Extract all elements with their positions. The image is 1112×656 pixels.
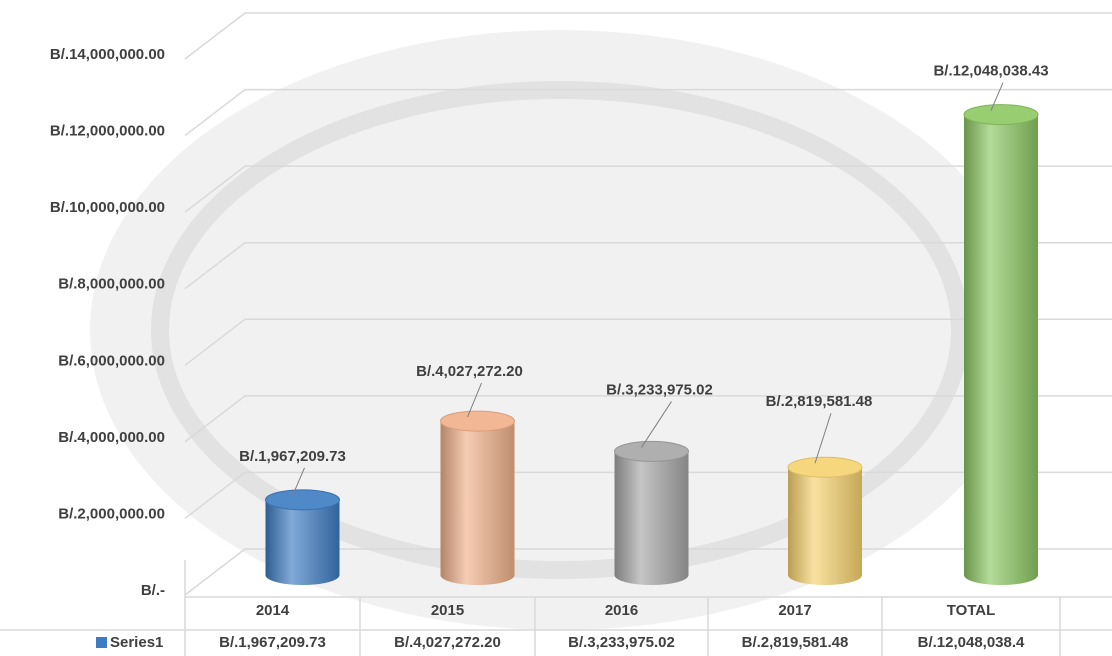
x-tick-label: 2016 — [605, 602, 638, 619]
bar — [441, 421, 515, 585]
bar-top — [441, 411, 515, 431]
legend-label: Series1 — [110, 634, 163, 651]
y-tick-label: B/.10,000,000.00 — [50, 199, 165, 216]
bar — [964, 115, 1038, 585]
x-tick-label: TOTAL — [947, 602, 996, 619]
table-value: B/.12,048,038.4 — [918, 634, 1025, 651]
data-label: B/.3,233,975.02 — [606, 381, 713, 398]
y-tick-label: B/.- — [141, 582, 165, 599]
table-value: B/.4,027,272.20 — [394, 634, 501, 651]
bar — [266, 500, 340, 585]
x-tick-label: 2014 — [256, 602, 290, 619]
bar — [788, 467, 862, 585]
y-tick-label: B/.2,000,000.00 — [58, 505, 165, 522]
data-label: B/.4,027,272.20 — [416, 363, 523, 380]
data-label: B/.2,819,581.48 — [766, 393, 873, 410]
x-tick-label: 2015 — [431, 602, 464, 619]
bar — [615, 451, 689, 585]
legend-swatch — [96, 637, 107, 648]
bar-top — [615, 441, 689, 461]
data-label: B/.1,967,209.73 — [239, 448, 346, 465]
data-label: B/.12,048,038.43 — [933, 63, 1048, 80]
table-value: B/.2,819,581.48 — [742, 634, 849, 651]
bar-top — [266, 490, 340, 510]
y-tick-label: B/.6,000,000.00 — [58, 352, 165, 369]
y-tick-label: B/.14,000,000.00 — [50, 46, 165, 63]
y-tick-label: B/.8,000,000.00 — [58, 276, 165, 293]
x-tick-label: 2017 — [778, 602, 811, 619]
bar-top — [788, 457, 862, 477]
table-value: B/.1,967,209.73 — [219, 634, 326, 651]
y-tick-label: B/.4,000,000.00 — [58, 429, 165, 446]
chart: B/.- B/.2,000,000.00 B/.4,000,000.00 B/.6,0… — [0, 0, 1112, 656]
y-tick-label: B/.12,000,000.00 — [50, 123, 165, 140]
bar-top — [964, 105, 1038, 125]
table-value: B/.3,233,975.02 — [568, 634, 675, 651]
